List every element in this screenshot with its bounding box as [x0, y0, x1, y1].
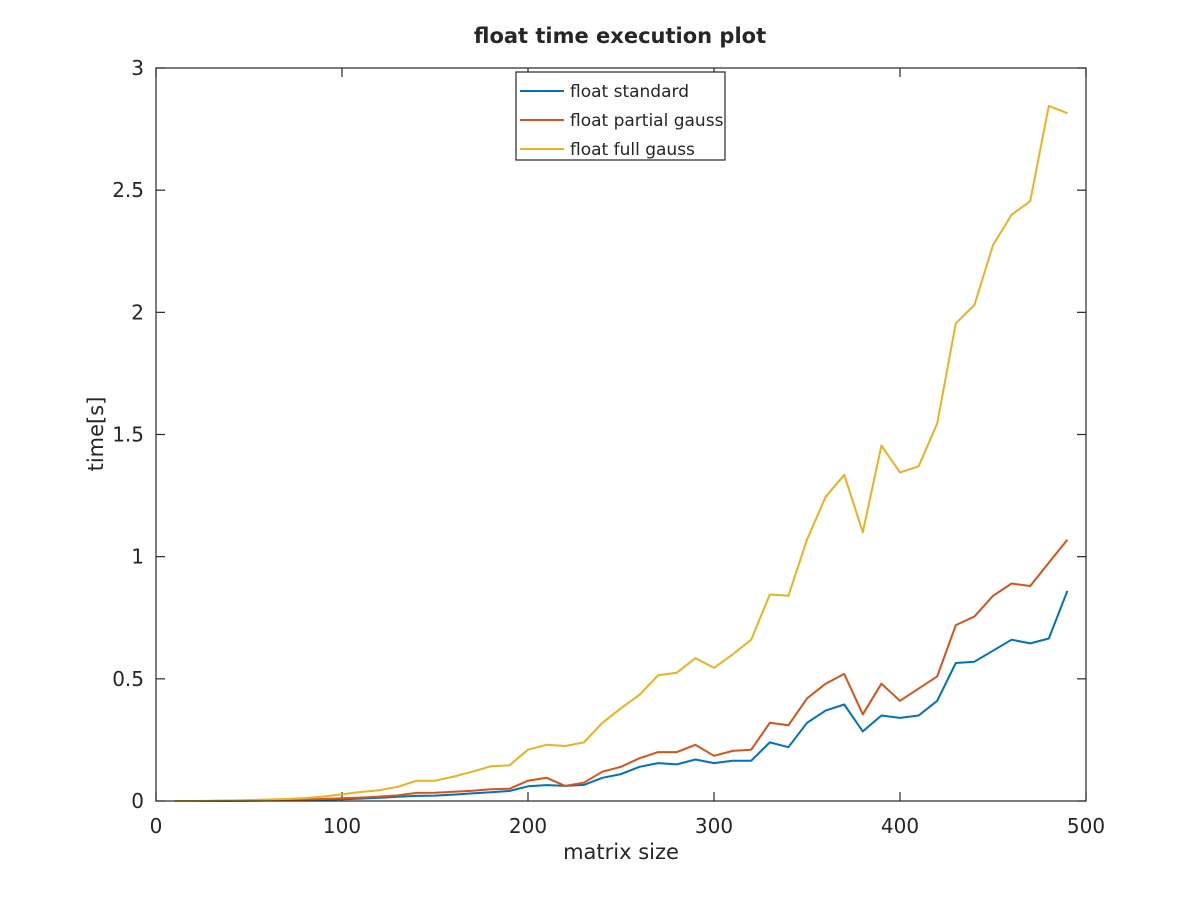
- series-line-3: [174, 104, 1068, 802]
- y-tick-label: 0.5: [112, 667, 144, 691]
- tick-labels: 0 100 200 300 400 500 0 0.5 1 1.5 2 2.5 3: [112, 56, 1105, 838]
- y-tick-label: 0: [131, 789, 144, 813]
- x-tick-label: 500: [1067, 814, 1105, 838]
- legend-entry-3: float full gauss: [570, 140, 695, 160]
- legend: float standard float partial gauss float f…: [515, 71, 726, 161]
- y-axis-label: time[s]: [84, 397, 108, 472]
- series-line-2: [174, 538, 1069, 802]
- x-tick-label: 100: [323, 814, 361, 838]
- legend-entry-2: float partial gauss: [570, 111, 724, 131]
- legend-entry-1: float standard: [570, 82, 689, 102]
- y-tick-label: 1: [131, 545, 144, 569]
- x-tick-label: 300: [695, 814, 733, 838]
- y-tick-label: 3: [131, 56, 144, 80]
- series-layer: [174, 104, 1069, 802]
- plot-frame: [155, 67, 1087, 802]
- y-tick-label: 2.5: [112, 178, 144, 202]
- plot-area: [156, 68, 1086, 801]
- x-tick-label: 200: [509, 814, 547, 838]
- chart-title: float time execution plot: [474, 24, 766, 48]
- y-tick-label: 2: [131, 300, 144, 324]
- x-tick-label: 400: [881, 814, 919, 838]
- x-axis-label: matrix size: [563, 840, 679, 864]
- x-tick-label: 0: [150, 814, 163, 838]
- legend-box: [515, 71, 726, 161]
- y-tick-label: 1.5: [112, 423, 144, 447]
